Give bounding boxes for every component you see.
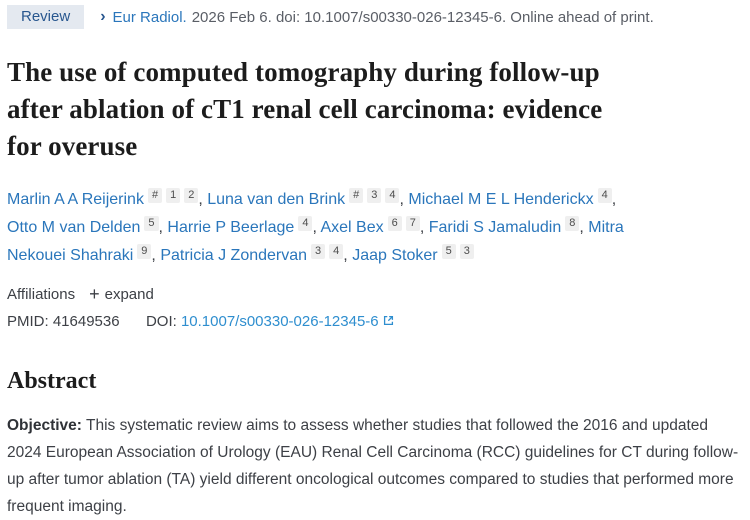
title-line-3: for overuse [7, 131, 138, 161]
citation-text: 2026 Feb 6. doi: 10.1007/s00330-026-1234… [191, 8, 654, 26]
author-link[interactable]: Patricia J Zondervan [160, 247, 308, 264]
author-affiliation-sup[interactable]: 3 [311, 244, 326, 259]
author-affiliation-sup[interactable]: 3 [367, 188, 382, 203]
author-affiliation-sup[interactable]: 2 [184, 188, 199, 203]
abstract-objective-label: Objective: [7, 417, 82, 434]
title-line-1: The use of computed tomography during fo… [7, 57, 600, 87]
author-link[interactable]: Harrie P Beerlage [167, 219, 295, 236]
abstract-paragraph: Objective: This systematic review aims t… [7, 412, 742, 520]
journal-link[interactable]: Eur Radiol. [112, 8, 187, 26]
citation-bar: Review › Eur Radiol. 2026 Feb 6. doi: 10… [7, 5, 742, 29]
expand-label: expand [104, 286, 154, 303]
pmid-value: 41649536 [52, 313, 120, 330]
author-link[interactable]: Marlin A A Reijerink [7, 191, 144, 208]
author-list: Marlin A A Reijerink #1 2, Luna van den Br… [7, 186, 647, 270]
doi-link[interactable]: 10.1007/s00330-026-12345-6 [181, 313, 395, 330]
author-separator: , [151, 247, 161, 264]
author-separator: , [419, 219, 429, 236]
author-affiliation-sup[interactable]: 9 [137, 244, 152, 259]
author-affiliation-sup[interactable]: 6 [387, 216, 402, 231]
publication-type-badge: Review [7, 5, 85, 29]
author-link[interactable]: Luna van den Brink [207, 191, 346, 208]
author-separator: , [158, 219, 168, 236]
affiliations-label: Affiliations [7, 286, 76, 303]
page-title: The use of computed tomography during fo… [7, 54, 742, 165]
author-link[interactable]: Otto M van Delden [7, 219, 141, 236]
plus-icon: + [89, 284, 100, 304]
affiliations-row: Affiliations + expand [7, 284, 742, 304]
chevron-right-icon: › [100, 8, 106, 25]
doi-link-text: 10.1007/s00330-026-12345-6 [180, 313, 379, 330]
abstract-objective-text: This systematic review aims to assess wh… [7, 417, 739, 515]
author-affiliation-sup[interactable]: 5 [441, 244, 456, 259]
author-separator: , [343, 247, 353, 264]
author-affiliation-sup[interactable]: # [147, 188, 163, 203]
author-separator: , [579, 219, 589, 236]
author-affiliation-sup[interactable]: 4 [298, 216, 313, 231]
author-link[interactable]: Axel Bex [320, 219, 384, 236]
author-separator: , [399, 191, 409, 208]
author-link[interactable]: Mitra Nekouei Shahraki [7, 219, 624, 264]
author-affiliation-sup[interactable]: 4 [329, 244, 344, 259]
abstract-heading: Abstract [7, 368, 97, 394]
author-affiliation-sup[interactable]: 3 [459, 244, 474, 259]
title-line-2: after ablation of cT1 renal cell carcino… [7, 94, 603, 124]
author-affiliation-sup[interactable]: 4 [385, 188, 400, 203]
author-link[interactable]: Faridi S Jamaludin [428, 219, 562, 236]
author-affiliation-sup[interactable]: 5 [144, 216, 159, 231]
author-separator: , [198, 191, 208, 208]
author-affiliation-sup[interactable]: 1 [166, 188, 181, 203]
pmid-label: PMID: [7, 313, 49, 330]
author-affiliation-sup[interactable]: 4 [597, 188, 612, 203]
author-link[interactable]: Michael M E L Henderickx [408, 191, 594, 208]
author-separator: , [611, 191, 617, 208]
author-separator: , [312, 219, 321, 236]
author-affiliation-sup[interactable]: # [349, 188, 364, 203]
author-affiliation-sup[interactable]: 8 [565, 216, 580, 231]
external-link-icon [383, 315, 393, 326]
identifiers-row: PMID: 41649536 DOI: 10.1007/s00330-026-1… [7, 313, 742, 330]
doi-label: DOI: [145, 313, 177, 330]
expand-affiliations-button[interactable]: + expand [89, 284, 154, 304]
author-affiliation-sup[interactable]: 7 [405, 216, 420, 231]
author-link[interactable]: Jaap Stoker [352, 247, 438, 264]
